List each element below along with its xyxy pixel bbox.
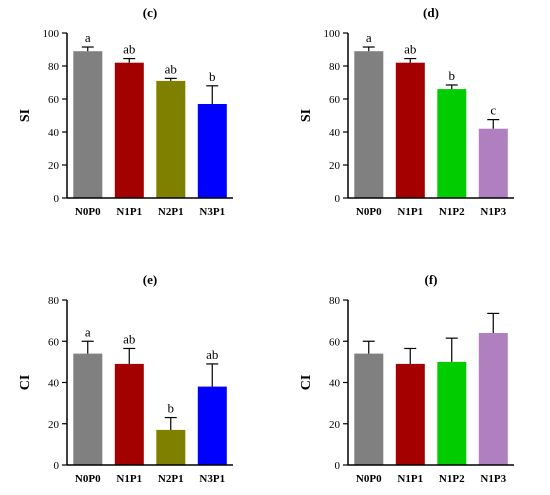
significance-letter: ab: [165, 61, 177, 76]
x-tick-label: N1P3: [480, 473, 506, 485]
y-tick-label: 0: [335, 460, 341, 472]
y-tick-label: 20: [48, 160, 60, 172]
y-tick-label: 80: [329, 295, 341, 307]
chart-panel-2: N0P0 a N1P1 ab N2P1 b N3P1 ab 0 20 40 60 80 CI (e): [18, 272, 233, 485]
error-bar-n1p2: [445, 337, 458, 362]
y-tick-label: 20: [48, 419, 60, 431]
x-tick-label: N1P3: [480, 206, 506, 218]
bar-n1p2: [437, 89, 467, 198]
panel-label: (f): [425, 272, 438, 287]
bar-n3p1: [197, 104, 227, 198]
y-tick-label: 60: [48, 94, 60, 106]
x-tick-label: N2P1: [158, 473, 184, 485]
panel-label: (c): [143, 5, 157, 20]
panel-label: (e): [143, 272, 157, 287]
bar-n0p0: [354, 51, 384, 199]
bar-n1p1: [395, 62, 425, 199]
chart-panel-1: N0P0 a N1P1 ab N1P2 b N1P3 c 0 20 40 60 80 100 SI (d): [299, 5, 514, 218]
error-bar-n3p1: [206, 85, 219, 104]
bar-n0p0: [73, 353, 103, 465]
y-tick-label: 0: [54, 193, 60, 205]
y-axis-label: SI: [18, 109, 33, 122]
error-bar-n1p1: [123, 57, 136, 63]
significance-letter: a: [85, 30, 91, 45]
error-bar-n0p0: [362, 46, 375, 52]
y-tick-label: 60: [48, 336, 60, 348]
y-axis-label: CI: [299, 375, 314, 391]
y-tick-label: 80: [48, 295, 60, 307]
bar-n1p3: [478, 333, 508, 465]
x-tick-label: N3P1: [199, 206, 225, 218]
bar-n3p1: [197, 386, 227, 465]
bar-n2p1: [156, 80, 186, 198]
error-bar-n1p3: [487, 119, 500, 129]
x-tick-label: N2P1: [158, 206, 184, 218]
bar-n1p1: [395, 363, 425, 465]
y-axis-label: SI: [299, 109, 314, 122]
error-bar-n0p0: [362, 340, 375, 354]
error-bar-n1p2: [445, 84, 458, 90]
significance-letter: b: [168, 401, 175, 416]
y-axis-label: CI: [18, 375, 33, 391]
error-bar-n0p0: [81, 46, 94, 52]
x-tick-label: N1P2: [439, 473, 465, 485]
error-bar-n1p1: [404, 57, 417, 63]
error-bar-n2p1: [164, 416, 177, 430]
y-tick-label: 20: [329, 160, 341, 172]
y-tick-label: 60: [329, 336, 341, 348]
x-tick-label: N1P1: [116, 206, 142, 218]
chart-panel-0: N0P0 a N1P1 ab N2P1 ab N3P1 b 0 20 40 60 80 100 SI (c): [18, 5, 233, 218]
y-tick-label: 100: [324, 28, 341, 40]
y-tick-label: 80: [329, 61, 341, 73]
significance-letter: c: [490, 103, 496, 118]
x-tick-label: N1P1: [397, 206, 423, 218]
error-bar-n1p3: [487, 312, 500, 333]
bar-n0p0: [73, 51, 103, 199]
panel-label: (d): [423, 5, 439, 20]
error-bar-n1p1: [404, 347, 417, 364]
bar-n2p1: [156, 429, 186, 465]
bar-n0p0: [354, 353, 384, 465]
significance-letter: ab: [206, 347, 218, 362]
y-tick-label: 20: [329, 419, 341, 431]
y-tick-label: 80: [48, 61, 60, 73]
bar-n1p2: [437, 361, 467, 465]
x-tick-label: N1P1: [116, 473, 142, 485]
significance-letter: ab: [123, 332, 135, 347]
error-bar-n3p1: [206, 363, 219, 387]
error-bar-n0p0: [81, 340, 94, 354]
x-tick-label: N1P2: [439, 206, 465, 218]
y-tick-label: 0: [54, 460, 60, 472]
significance-letter: b: [449, 68, 456, 83]
y-tick-label: 0: [335, 193, 341, 205]
x-tick-label: N0P0: [356, 206, 382, 218]
y-tick-label: 60: [329, 94, 341, 106]
significance-letter: ab: [404, 42, 416, 57]
significance-letter: ab: [123, 42, 135, 57]
significance-letter: a: [85, 324, 91, 339]
error-bar-n2p1: [164, 77, 177, 81]
x-tick-label: N0P0: [356, 473, 382, 485]
y-tick-label: 100: [43, 28, 60, 40]
bar-n1p1: [114, 62, 144, 199]
y-tick-label: 40: [48, 378, 60, 390]
bar-n1p3: [478, 128, 508, 198]
error-bar-n1p1: [123, 347, 136, 364]
significance-letter: a: [366, 30, 372, 45]
y-tick-label: 40: [48, 127, 60, 139]
x-tick-label: N1P1: [397, 473, 423, 485]
x-tick-label: N0P0: [75, 473, 101, 485]
y-tick-label: 40: [329, 378, 341, 390]
x-tick-label: N3P1: [199, 473, 225, 485]
chart-panel-3: N0P0 N1P1 N1P2 N1P3 0 20 40 60 80 CI (f): [299, 272, 514, 485]
bar-n1p1: [114, 363, 144, 465]
y-tick-label: 40: [329, 127, 341, 139]
x-tick-label: N0P0: [75, 206, 101, 218]
significance-letter: b: [209, 69, 216, 84]
